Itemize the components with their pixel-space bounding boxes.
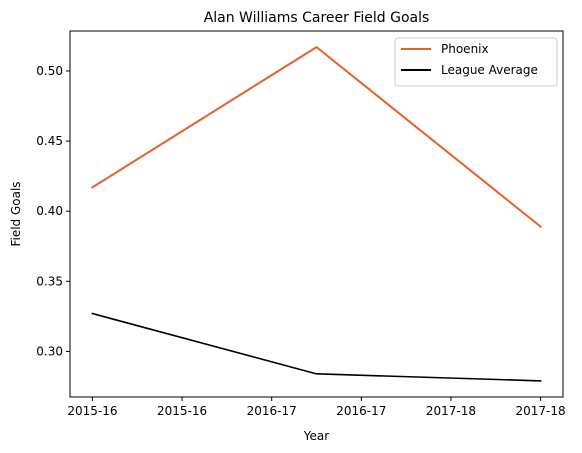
- legend-label-1: Phoenix: [441, 42, 489, 56]
- y-tick-label: 0.40: [36, 204, 63, 218]
- legend-box: [394, 37, 558, 87]
- series-line-1: [91, 46, 542, 229]
- y-tick-label: 0.50: [36, 64, 63, 78]
- legend-label-2: League Average: [441, 63, 538, 77]
- x-tick-label: 2017-18: [516, 404, 566, 418]
- plot-frame: [69, 30, 564, 398]
- plot-area: [69, 30, 564, 398]
- legend: Phoenix League Average: [394, 37, 558, 87]
- x-axis: 2015-16 2015-16 2016-17 2016-17 2017-18 2017-…: [67, 397, 566, 418]
- y-axis-label: Field Goals: [9, 181, 23, 246]
- y-tick-label: 0.30: [36, 344, 63, 358]
- chart-title: Alan Williams Career Field Goals: [204, 10, 430, 26]
- y-tick-label: 0.45: [36, 134, 63, 148]
- x-axis-label: Year: [303, 429, 329, 443]
- x-tick-label: 2017-18: [426, 404, 476, 418]
- series-line-2: [91, 312, 542, 382]
- y-tick-label: 0.35: [36, 274, 63, 288]
- x-tick-label: 2015-16: [67, 404, 117, 418]
- x-tick-label: 2016-17: [336, 404, 386, 418]
- x-tick-label: 2015-16: [157, 404, 207, 418]
- y-axis: 0.30 0.35 0.40 0.45 0.50: [36, 64, 70, 358]
- x-tick-label: 2016-17: [247, 404, 297, 418]
